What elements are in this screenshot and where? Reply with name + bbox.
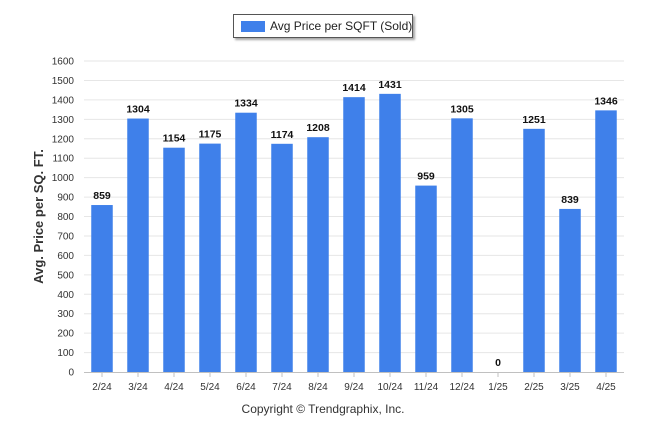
data-label: 1174 <box>271 129 294 141</box>
data-label: 1305 <box>450 103 474 115</box>
x-tick-label: 2/25 <box>524 382 544 393</box>
x-tick-label: 4/24 <box>164 382 184 393</box>
y-tick-label: 500 <box>57 270 74 281</box>
data-label: 1431 <box>378 79 402 91</box>
bar <box>127 118 149 372</box>
legend-swatch <box>241 21 265 32</box>
y-axis-title: Avg. Price per SQ. FT. <box>31 149 46 284</box>
data-label: 0 <box>495 357 501 369</box>
x-tick-label: 11/24 <box>414 382 439 393</box>
x-tick-label: 12/24 <box>449 382 474 393</box>
bar <box>595 110 617 372</box>
bar <box>307 137 329 372</box>
x-tick-label: 5/24 <box>200 382 220 393</box>
data-label: 1414 <box>342 82 366 94</box>
x-axis-tick-labels: 2/24 3/24 4/24 5/24 6/24 7/24 8/24 9/24 10/24 11/… <box>92 372 616 393</box>
y-tick-label: 1600 <box>52 57 75 68</box>
y-tick-label: 1300 <box>52 115 75 126</box>
data-label: 959 <box>417 171 435 183</box>
x-tick-label: 7/24 <box>272 382 292 393</box>
bar <box>163 147 185 372</box>
y-tick-label: 1000 <box>52 173 75 184</box>
x-tick-label: 6/24 <box>236 382 256 393</box>
x-tick-label: 2/24 <box>92 382 112 393</box>
data-label: 1334 <box>234 98 258 110</box>
data-label: 1304 <box>126 104 150 116</box>
y-tick-label: 600 <box>57 251 74 262</box>
data-label: 1346 <box>594 95 618 107</box>
data-label: 859 <box>93 190 111 202</box>
y-tick-label: 400 <box>57 290 74 301</box>
y-tick-label: 900 <box>57 193 74 204</box>
data-label: 1208 <box>306 122 330 134</box>
bar <box>199 143 221 372</box>
data-label: 1154 <box>163 133 186 145</box>
y-tick-label: 1200 <box>52 134 75 145</box>
bar <box>523 128 545 372</box>
y-tick-label: 0 <box>68 368 74 379</box>
bar <box>343 97 365 372</box>
x-tick-label: 4/25 <box>596 382 616 393</box>
data-label: 839 <box>561 194 579 206</box>
data-label: 1175 <box>199 129 222 141</box>
legend: Avg Price per SQFT (Sold) <box>233 14 413 38</box>
x-tick-label: 9/24 <box>344 382 364 393</box>
bar-chart: 0 100 200 300 400 500 600 700 800 900 1000 1100 1200… <box>31 57 624 393</box>
bar <box>91 205 113 372</box>
x-tick-label: 3/25 <box>560 382 580 393</box>
bar <box>271 143 293 372</box>
y-tick-label: 100 <box>57 348 74 359</box>
bar <box>235 112 257 373</box>
bar <box>379 93 401 373</box>
y-tick-label: 700 <box>57 231 74 242</box>
x-tick-label: 3/24 <box>128 382 148 393</box>
copyright-text: Copyright © Trendgraphix, Inc. <box>241 402 405 416</box>
bar <box>415 185 437 372</box>
x-tick-label: 1/25 <box>488 382 508 393</box>
bar <box>451 118 473 372</box>
y-tick-label: 1400 <box>52 95 75 106</box>
y-tick-label: 800 <box>57 212 74 223</box>
x-tick-label: 10/24 <box>377 382 402 393</box>
y-tick-label: 300 <box>57 309 74 320</box>
x-tick-label: 8/24 <box>308 382 328 393</box>
data-label: 1251 <box>522 114 546 126</box>
data-labels: 859 1304 1154 1175 1334 1174 1208 1414 1431 959 13… <box>93 79 618 369</box>
y-tick-label: 1100 <box>52 154 74 165</box>
y-tick-label: 1500 <box>52 76 75 87</box>
bars <box>91 93 617 373</box>
y-tick-label: 200 <box>57 329 74 340</box>
bar <box>559 208 581 372</box>
y-axis-tick-labels: 0 100 200 300 400 500 600 700 800 900 1000 1100 1200… <box>52 57 75 379</box>
legend-label: Avg Price per SQFT (Sold) <box>270 19 413 33</box>
